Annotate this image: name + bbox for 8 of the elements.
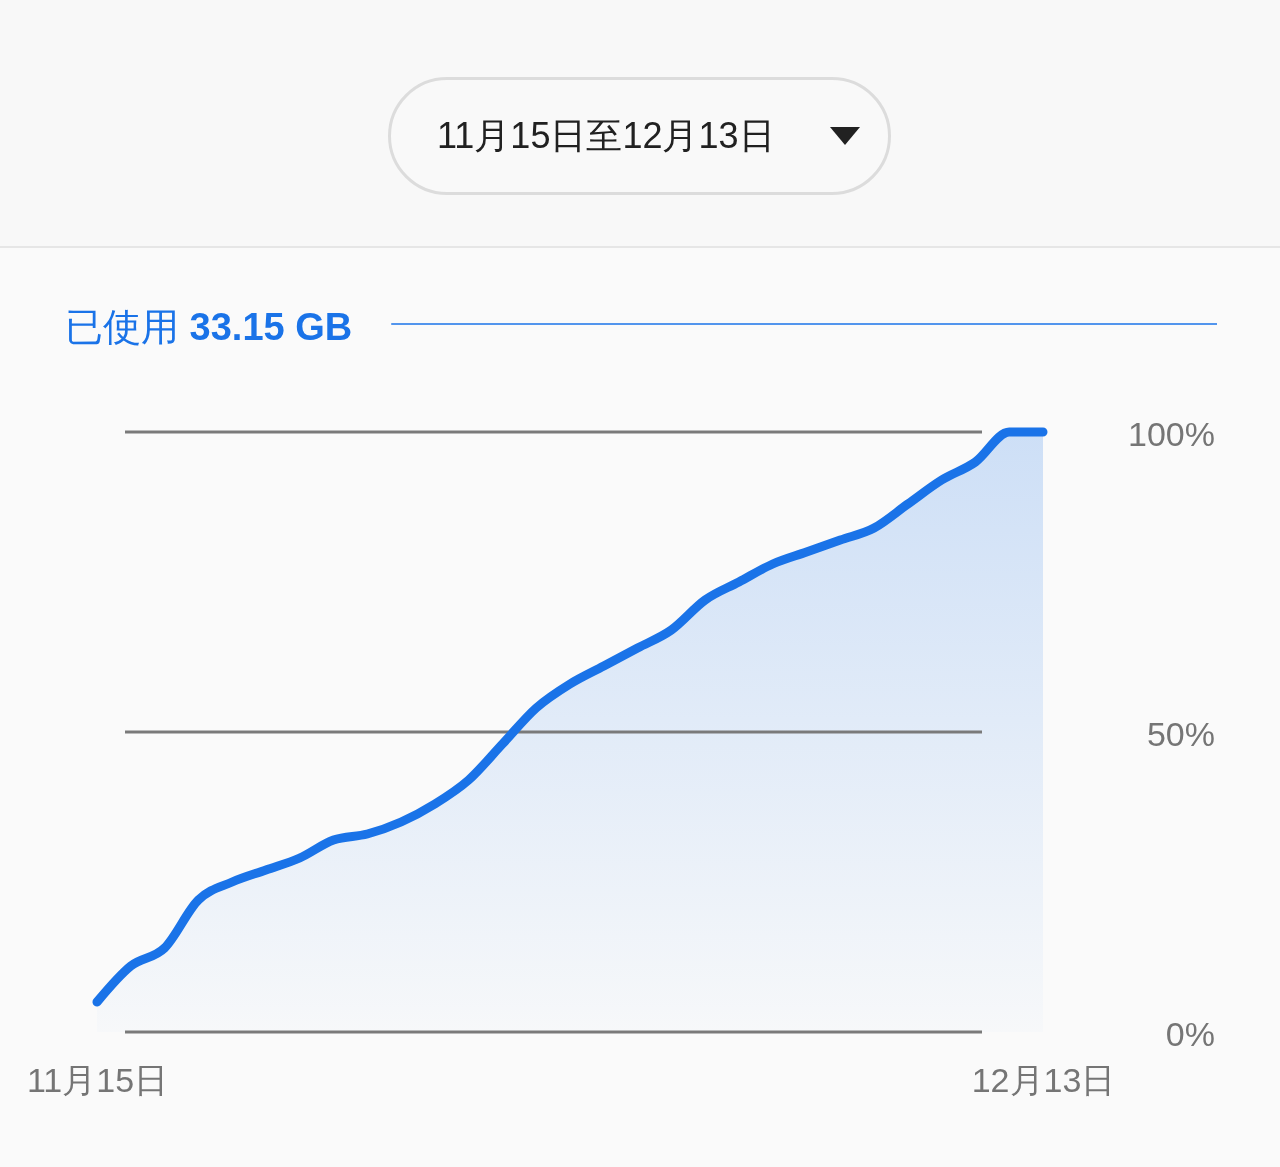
- x-tick-label: 11月15日: [26, 1061, 169, 1100]
- chart-title: 已使用 33.15 GB: [65, 306, 353, 348]
- y-tick-label: 100%: [1128, 415, 1215, 454]
- y-tick-label: 50%: [1146, 715, 1215, 754]
- chart-subtitle: 11月15日至12月13日: [437, 114, 775, 158]
- date-range-dropdown[interactable]: 11月15日至12月13日: [388, 77, 891, 195]
- y-tick-label: 0%: [1165, 1015, 1215, 1054]
- x-tick-label: 12月13日: [971, 1061, 1116, 1100]
